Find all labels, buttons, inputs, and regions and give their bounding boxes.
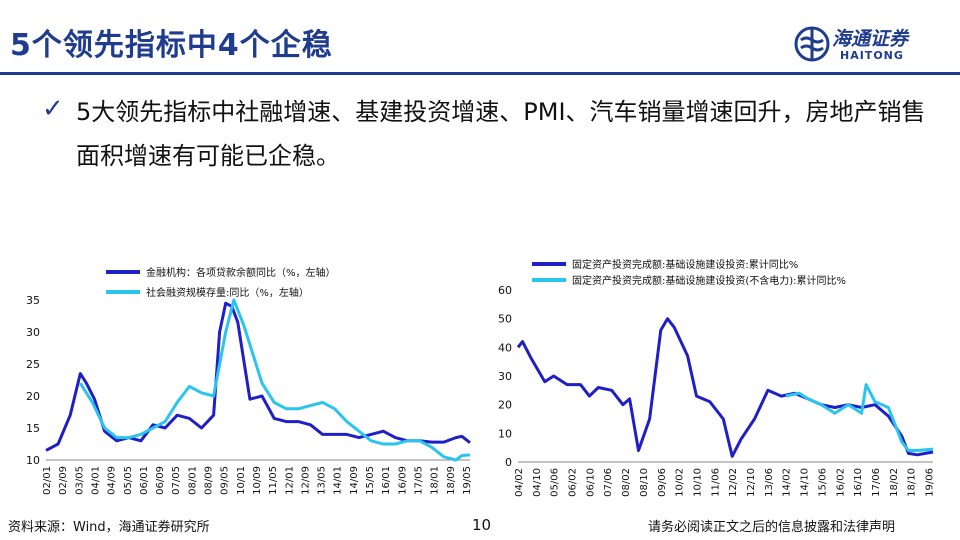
x-tick-label: 11/06 xyxy=(710,468,721,497)
x-tick-label: 04/02 xyxy=(514,468,525,497)
x-tick-label: 18/10 xyxy=(907,468,918,497)
x-tick-label: 06/09 xyxy=(155,466,166,495)
legend-label-1: 社会融资规模存量:同比（%，左轴） xyxy=(146,286,309,299)
y-tick-label: 0 xyxy=(505,456,512,469)
haitong-emblem-icon xyxy=(794,26,830,62)
y-tick-label: 20 xyxy=(498,399,512,412)
x-tick-label: 13/05 xyxy=(317,466,328,495)
x-tick-label: 09/06 xyxy=(657,468,668,497)
y-tick-label: 30 xyxy=(498,370,512,383)
series-line-1 xyxy=(785,383,934,452)
series-line-0 xyxy=(516,317,934,458)
x-tick-label: 06/10 xyxy=(585,468,596,497)
x-tick-label: 05/05 xyxy=(123,466,134,495)
x-tick-label: 10/01 xyxy=(236,466,247,495)
x-tick-label: 18/09 xyxy=(446,466,457,495)
footer-disclaimer: 请务必阅读正文之后的信息披露和法律声明 xyxy=(648,520,896,535)
left-chart: 10 15 20 25 30 35 02/01 02/09 03/05 04/01 04/09 05/… xyxy=(26,266,473,495)
x-tick-label: 18/01 xyxy=(430,466,441,495)
series-line-1 xyxy=(79,298,471,462)
x-tick-label: 07/05 xyxy=(171,466,182,495)
logo-english-text: HAITONG xyxy=(840,49,904,62)
slide-title: 5个领先指标中4个企稳 xyxy=(10,28,333,63)
x-tick-label: 08/09 xyxy=(204,466,215,495)
x-tick-label: 13/06 xyxy=(764,468,775,497)
legend-label-1: 固定资产投资完成额:基础设施建设投资(不含电力):累计同比% xyxy=(572,274,846,287)
y-tick-label: 10 xyxy=(26,454,40,467)
x-tick-label: 10/10 xyxy=(692,468,703,497)
bullet-text: 5大领先指标中社融增速、基建投资增速、PMI、汽车销量增速回升，房地产销售面积增… xyxy=(76,98,926,170)
footer-source: 资料来源：Wind，海通证券研究所 xyxy=(8,520,210,535)
x-tick-label: 05/06 xyxy=(550,468,561,497)
x-tick-label: 14/02 xyxy=(782,468,793,497)
y-tick-label: 35 xyxy=(26,294,40,307)
x-tick-label: 04/10 xyxy=(532,468,543,497)
x-tick-label: 08/01 xyxy=(187,466,198,495)
x-tick-label: 14/01 xyxy=(333,466,344,495)
y-tick-label: 10 xyxy=(498,427,512,440)
checkmark-icon: ✓ xyxy=(42,94,64,124)
x-tick-label: 14/10 xyxy=(800,468,811,497)
x-tick-label: 14/09 xyxy=(349,466,360,495)
x-tick-label: 19/06 xyxy=(925,468,936,497)
x-tick-label: 03/05 xyxy=(74,466,85,495)
series-line-0 xyxy=(45,301,471,452)
y-tick-label: 30 xyxy=(26,326,40,339)
x-tick-label: 11/05 xyxy=(268,466,279,495)
page-number: 10 xyxy=(472,516,492,534)
x-tick-label: 15/05 xyxy=(365,466,376,495)
x-tick-label: 10/09 xyxy=(252,466,263,495)
x-tick-label: 04/01 xyxy=(90,466,101,495)
x-tick-label: 12/09 xyxy=(300,466,311,495)
haitong-logo: 海通证券 HAITONG xyxy=(792,24,942,68)
x-tick-label: 16/02 xyxy=(835,468,846,497)
x-tick-label: 18/02 xyxy=(889,468,900,497)
x-tick-label: 09/05 xyxy=(220,466,231,495)
y-tick-label: 20 xyxy=(26,390,40,403)
x-tick-label: 12/02 xyxy=(728,468,739,497)
y-tick-label: 60 xyxy=(498,284,512,297)
x-tick-label: 16/09 xyxy=(397,466,408,495)
y-tick-label: 15 xyxy=(26,422,40,435)
x-tick-label: 17/05 xyxy=(414,466,425,495)
x-tick-label: 16/10 xyxy=(853,468,864,497)
title-underline xyxy=(0,72,960,75)
x-tick-label: 08/02 xyxy=(621,468,632,497)
x-tick-label: 15/06 xyxy=(817,468,828,497)
right-chart: 0 10 20 30 40 50 60 04/02 04/10 05/06 06/02 06/10 07… xyxy=(498,258,936,497)
y-tick-label: 25 xyxy=(26,358,40,371)
legend-label-0: 固定资产投资完成额:基础设施建设投资:累计同比% xyxy=(572,258,798,271)
x-tick-label: 12/01 xyxy=(284,466,295,495)
x-tick-label: 04/09 xyxy=(107,466,118,495)
x-tick-label: 16/01 xyxy=(381,466,392,495)
y-tick-label: 40 xyxy=(498,341,512,354)
legend-label-0: 金融机构：各项贷款余额同比（%，左轴） xyxy=(146,266,336,279)
logo-chinese-text: 海通证券 xyxy=(832,28,909,50)
x-tick-label: 06/02 xyxy=(568,468,579,497)
x-tick-label: 19/05 xyxy=(462,466,473,495)
x-tick-label: 17/06 xyxy=(871,468,882,497)
x-tick-label: 07/06 xyxy=(603,468,614,497)
x-tick-label: 06/01 xyxy=(139,466,150,495)
x-tick-label: 02/09 xyxy=(58,466,69,495)
y-tick-label: 50 xyxy=(498,313,512,326)
x-tick-label: 08/10 xyxy=(639,468,650,497)
x-tick-label: 10/02 xyxy=(675,468,686,497)
x-tick-label: 02/01 xyxy=(42,466,53,495)
x-tick-label: 12/10 xyxy=(746,468,757,497)
